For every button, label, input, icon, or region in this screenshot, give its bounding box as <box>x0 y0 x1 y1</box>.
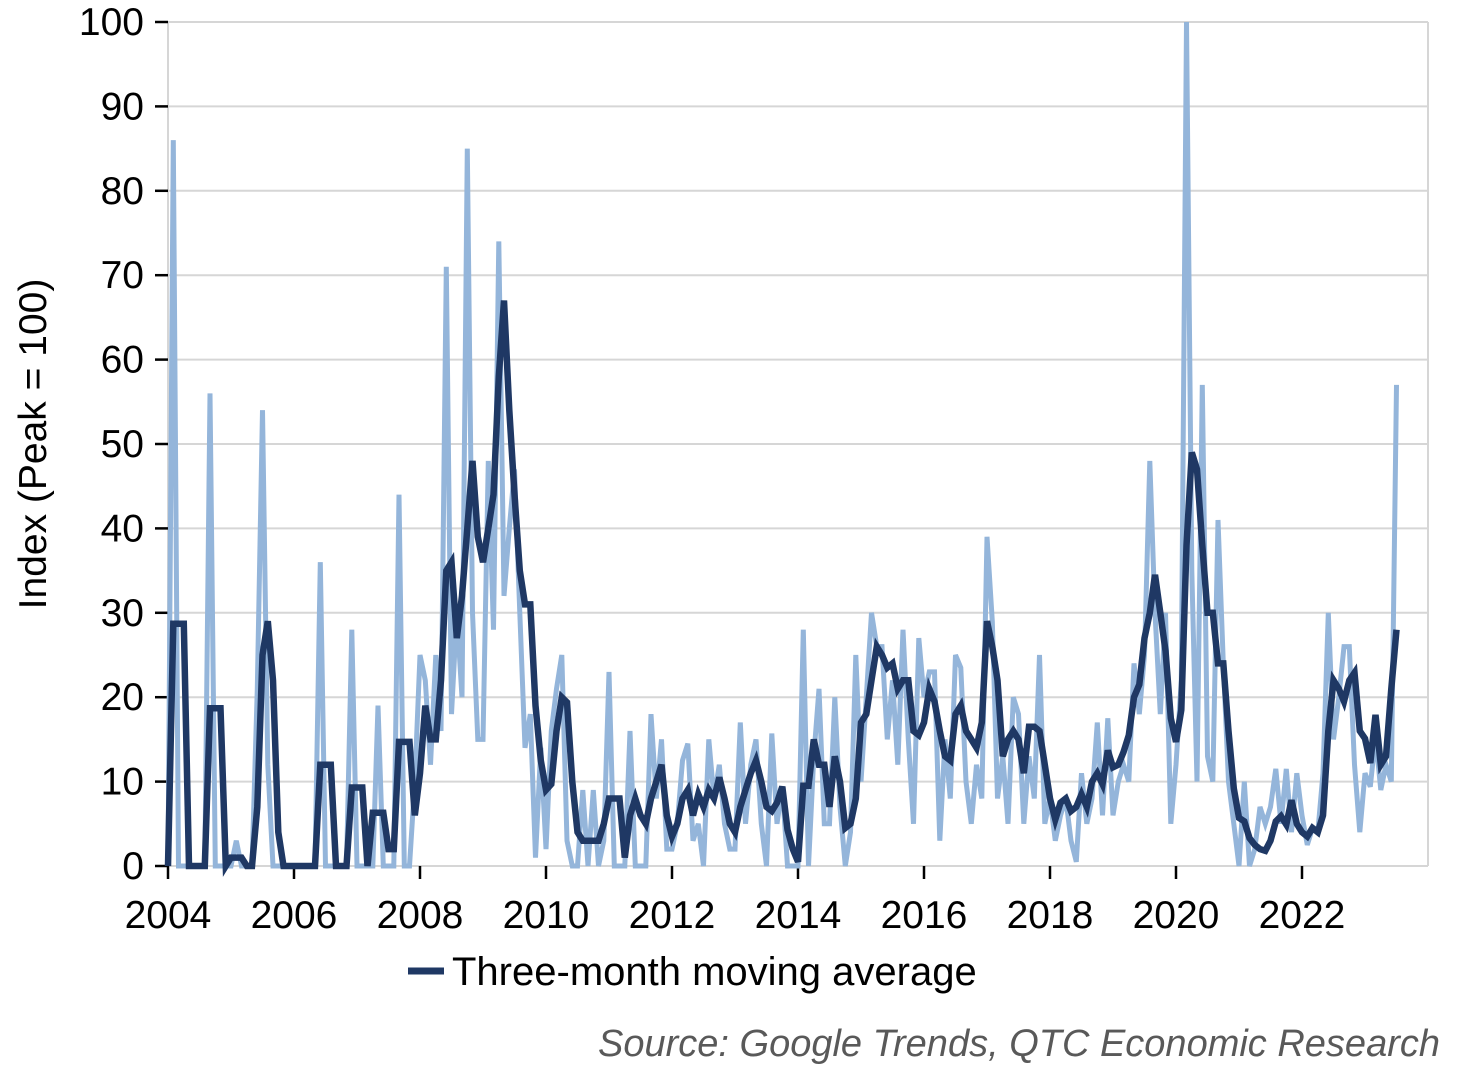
y-tick-labels: 0 10 20 30 40 50 60 70 80 90 100 <box>79 1 144 888</box>
data-series <box>164 21 1400 877</box>
y-tick-label: 50 <box>101 423 144 466</box>
y-tick-label: 60 <box>101 339 144 382</box>
y-tick-label: 100 <box>79 1 144 44</box>
y-tick-label: 70 <box>101 254 144 297</box>
source-note: Source: Google Trends, QTC Economic Rese… <box>598 1023 1440 1065</box>
x-tick-label: 2022 <box>1259 894 1346 937</box>
y-tick-label: 40 <box>101 507 144 550</box>
x-tick-label: 2004 <box>125 894 212 937</box>
x-tick-label: 2020 <box>1133 894 1220 937</box>
three-month-moving-average-line <box>164 300 1400 877</box>
x-tick-label: 2016 <box>881 894 968 937</box>
x-tick-label: 2010 <box>503 894 590 937</box>
legend-label: Three-month moving average <box>452 950 977 994</box>
axis-ticks <box>155 20 1304 879</box>
x-tick-label: 2014 <box>755 894 842 937</box>
y-tick-label: 0 <box>122 845 144 888</box>
x-tick-label: 2012 <box>629 894 716 937</box>
x-tick-label: 2018 <box>1007 894 1094 937</box>
y-tick-label: 30 <box>101 592 144 635</box>
y-axis-title: Index (Peak = 100) <box>12 279 55 610</box>
y-tick-label: 90 <box>101 85 144 128</box>
y-tick-label: 80 <box>101 170 144 213</box>
y-tick-label: 10 <box>101 761 144 804</box>
y-tick-label: 20 <box>101 676 144 719</box>
gridlines <box>167 21 1429 867</box>
legend: Three-month moving average <box>408 950 977 994</box>
x-tick-label: 2006 <box>251 894 338 937</box>
x-tick-label: 2008 <box>377 894 464 937</box>
x-tick-labels: 2004 2006 2008 2010 2012 2014 2016 2018 2020 2022 <box>125 894 1346 937</box>
